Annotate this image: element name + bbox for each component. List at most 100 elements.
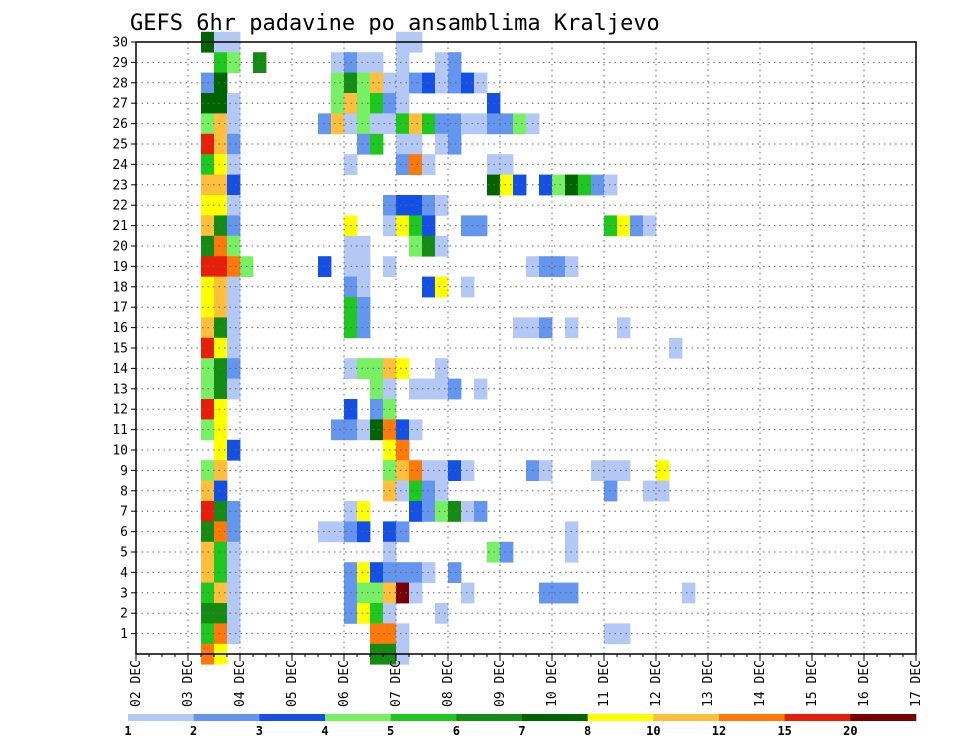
legend-label: 6 — [453, 724, 460, 738]
heatmap-cell — [409, 582, 423, 604]
y-tick-label: 15 — [112, 342, 128, 357]
y-tick-label: 22 — [112, 199, 128, 214]
legend-swatch — [850, 714, 917, 721]
heatmap-cell — [227, 603, 241, 624]
heatmap-cell — [396, 460, 410, 481]
x-axis: 02 DEC 03 DEC 04 DEC 05 DEC 06 DEC 07 DEC 08 D… — [129, 654, 924, 707]
x-tick-label: 08 DEC — [441, 660, 456, 707]
y-tick-label: 28 — [112, 76, 128, 91]
x-tick-label: 06 DEC — [337, 660, 352, 707]
heatmap-cell — [227, 113, 241, 135]
heatmap-cell — [474, 378, 488, 400]
heatmap-cell — [227, 358, 241, 379]
heatmap-cell — [227, 174, 241, 196]
heatmap-cell — [227, 52, 241, 73]
heatmap-cell — [331, 52, 345, 73]
y-tick-label: 23 — [112, 178, 128, 193]
heatmap-cell — [214, 256, 228, 277]
heatmap-cell — [227, 501, 241, 522]
heatmap-cell — [409, 480, 423, 502]
heatmap-cell — [474, 72, 488, 94]
heatmap-cell — [396, 582, 410, 604]
heatmap-cell — [435, 603, 449, 624]
heatmap-cell — [370, 72, 384, 94]
heatmap-cell — [552, 256, 566, 277]
heatmap-cell — [604, 623, 618, 645]
heatmap-cell — [227, 378, 241, 400]
heatmap-cell — [331, 93, 345, 114]
y-tick-label: 8 — [120, 484, 128, 499]
y-tick-label: 27 — [112, 97, 128, 112]
heatmap-cell — [214, 521, 228, 543]
heatmap-cell — [461, 113, 475, 135]
heatmap-cell — [435, 52, 449, 73]
heatmap-cell — [461, 215, 475, 237]
heatmap-cell — [370, 623, 384, 645]
legend-swatch — [653, 714, 720, 721]
legend-label: 2 — [190, 724, 197, 738]
y-tick-label: 9 — [120, 464, 128, 479]
heatmap-cell — [227, 337, 241, 359]
heatmap-cell — [214, 52, 228, 73]
x-tick-label: 03 DEC — [181, 660, 196, 707]
heatmap-cell — [396, 215, 410, 237]
heatmap-cell — [370, 419, 384, 441]
heatmap-cell — [409, 501, 423, 522]
heatmap-cell — [318, 113, 332, 135]
heatmap-cell — [617, 460, 631, 481]
heatmap-cell — [552, 582, 566, 604]
legend-label: 8 — [584, 724, 591, 738]
heatmap-cell — [227, 93, 241, 114]
heatmap-cell — [617, 623, 631, 645]
legend-swatch — [719, 714, 785, 721]
heatmap-cell — [409, 113, 423, 135]
heatmap-cell — [682, 582, 696, 604]
heatmap-cell — [461, 501, 475, 522]
legend-label: 15 — [777, 724, 791, 738]
y-tick-label: 18 — [112, 280, 128, 295]
heatmap-cell — [214, 154, 228, 175]
heatmap-cell — [214, 358, 228, 379]
heatmap-cell — [396, 195, 410, 216]
x-tick-label: 16 DEC — [857, 660, 872, 707]
heatmap-cell — [214, 399, 228, 420]
heatmap-cell — [500, 113, 514, 135]
heatmap-cell — [318, 521, 332, 543]
heatmap-cell — [539, 174, 553, 196]
heatmap-cell — [396, 72, 410, 94]
heatmap-cell — [214, 174, 228, 196]
heatmap-cell — [357, 521, 371, 543]
heatmap-cell — [591, 460, 605, 481]
heatmap-cell — [357, 317, 371, 339]
heatmap-cell — [214, 562, 228, 583]
y-tick-label: 5 — [120, 546, 128, 561]
heatmap-cell — [227, 582, 241, 604]
heatmap-cell — [396, 439, 410, 461]
y-tick-label: 10 — [112, 444, 128, 459]
y-tick-label: 4 — [120, 566, 128, 581]
x-tick-label: 15 DEC — [805, 660, 820, 707]
heatmap-cell — [370, 93, 384, 114]
heatmap-cell — [214, 133, 228, 155]
heatmap-cell — [474, 501, 488, 522]
heatmap-cell — [435, 235, 449, 257]
heatmap-cell — [604, 460, 618, 481]
heatmap-cell — [409, 235, 423, 257]
y-tick-label: 30 — [112, 36, 128, 51]
heatmap-cell — [435, 276, 449, 298]
x-tick-label: 17 DEC — [909, 660, 924, 707]
heatmap-cell — [227, 235, 241, 257]
legend-label: 5 — [387, 724, 394, 738]
heatmap-cell — [396, 419, 410, 441]
heatmap-cell — [435, 460, 449, 481]
x-tick-label: 02 DEC — [129, 660, 144, 707]
heatmap-cell — [227, 562, 241, 583]
y-tick-label: 21 — [112, 219, 128, 234]
heatmap-cell — [474, 113, 488, 135]
legend-label: 1 — [124, 724, 131, 738]
heatmap-cell — [227, 439, 241, 461]
heatmap-cell — [214, 276, 228, 298]
heatmap-cell — [500, 541, 514, 563]
y-tick-label: 2 — [120, 607, 128, 622]
x-tick-label: 13 DEC — [701, 660, 716, 707]
